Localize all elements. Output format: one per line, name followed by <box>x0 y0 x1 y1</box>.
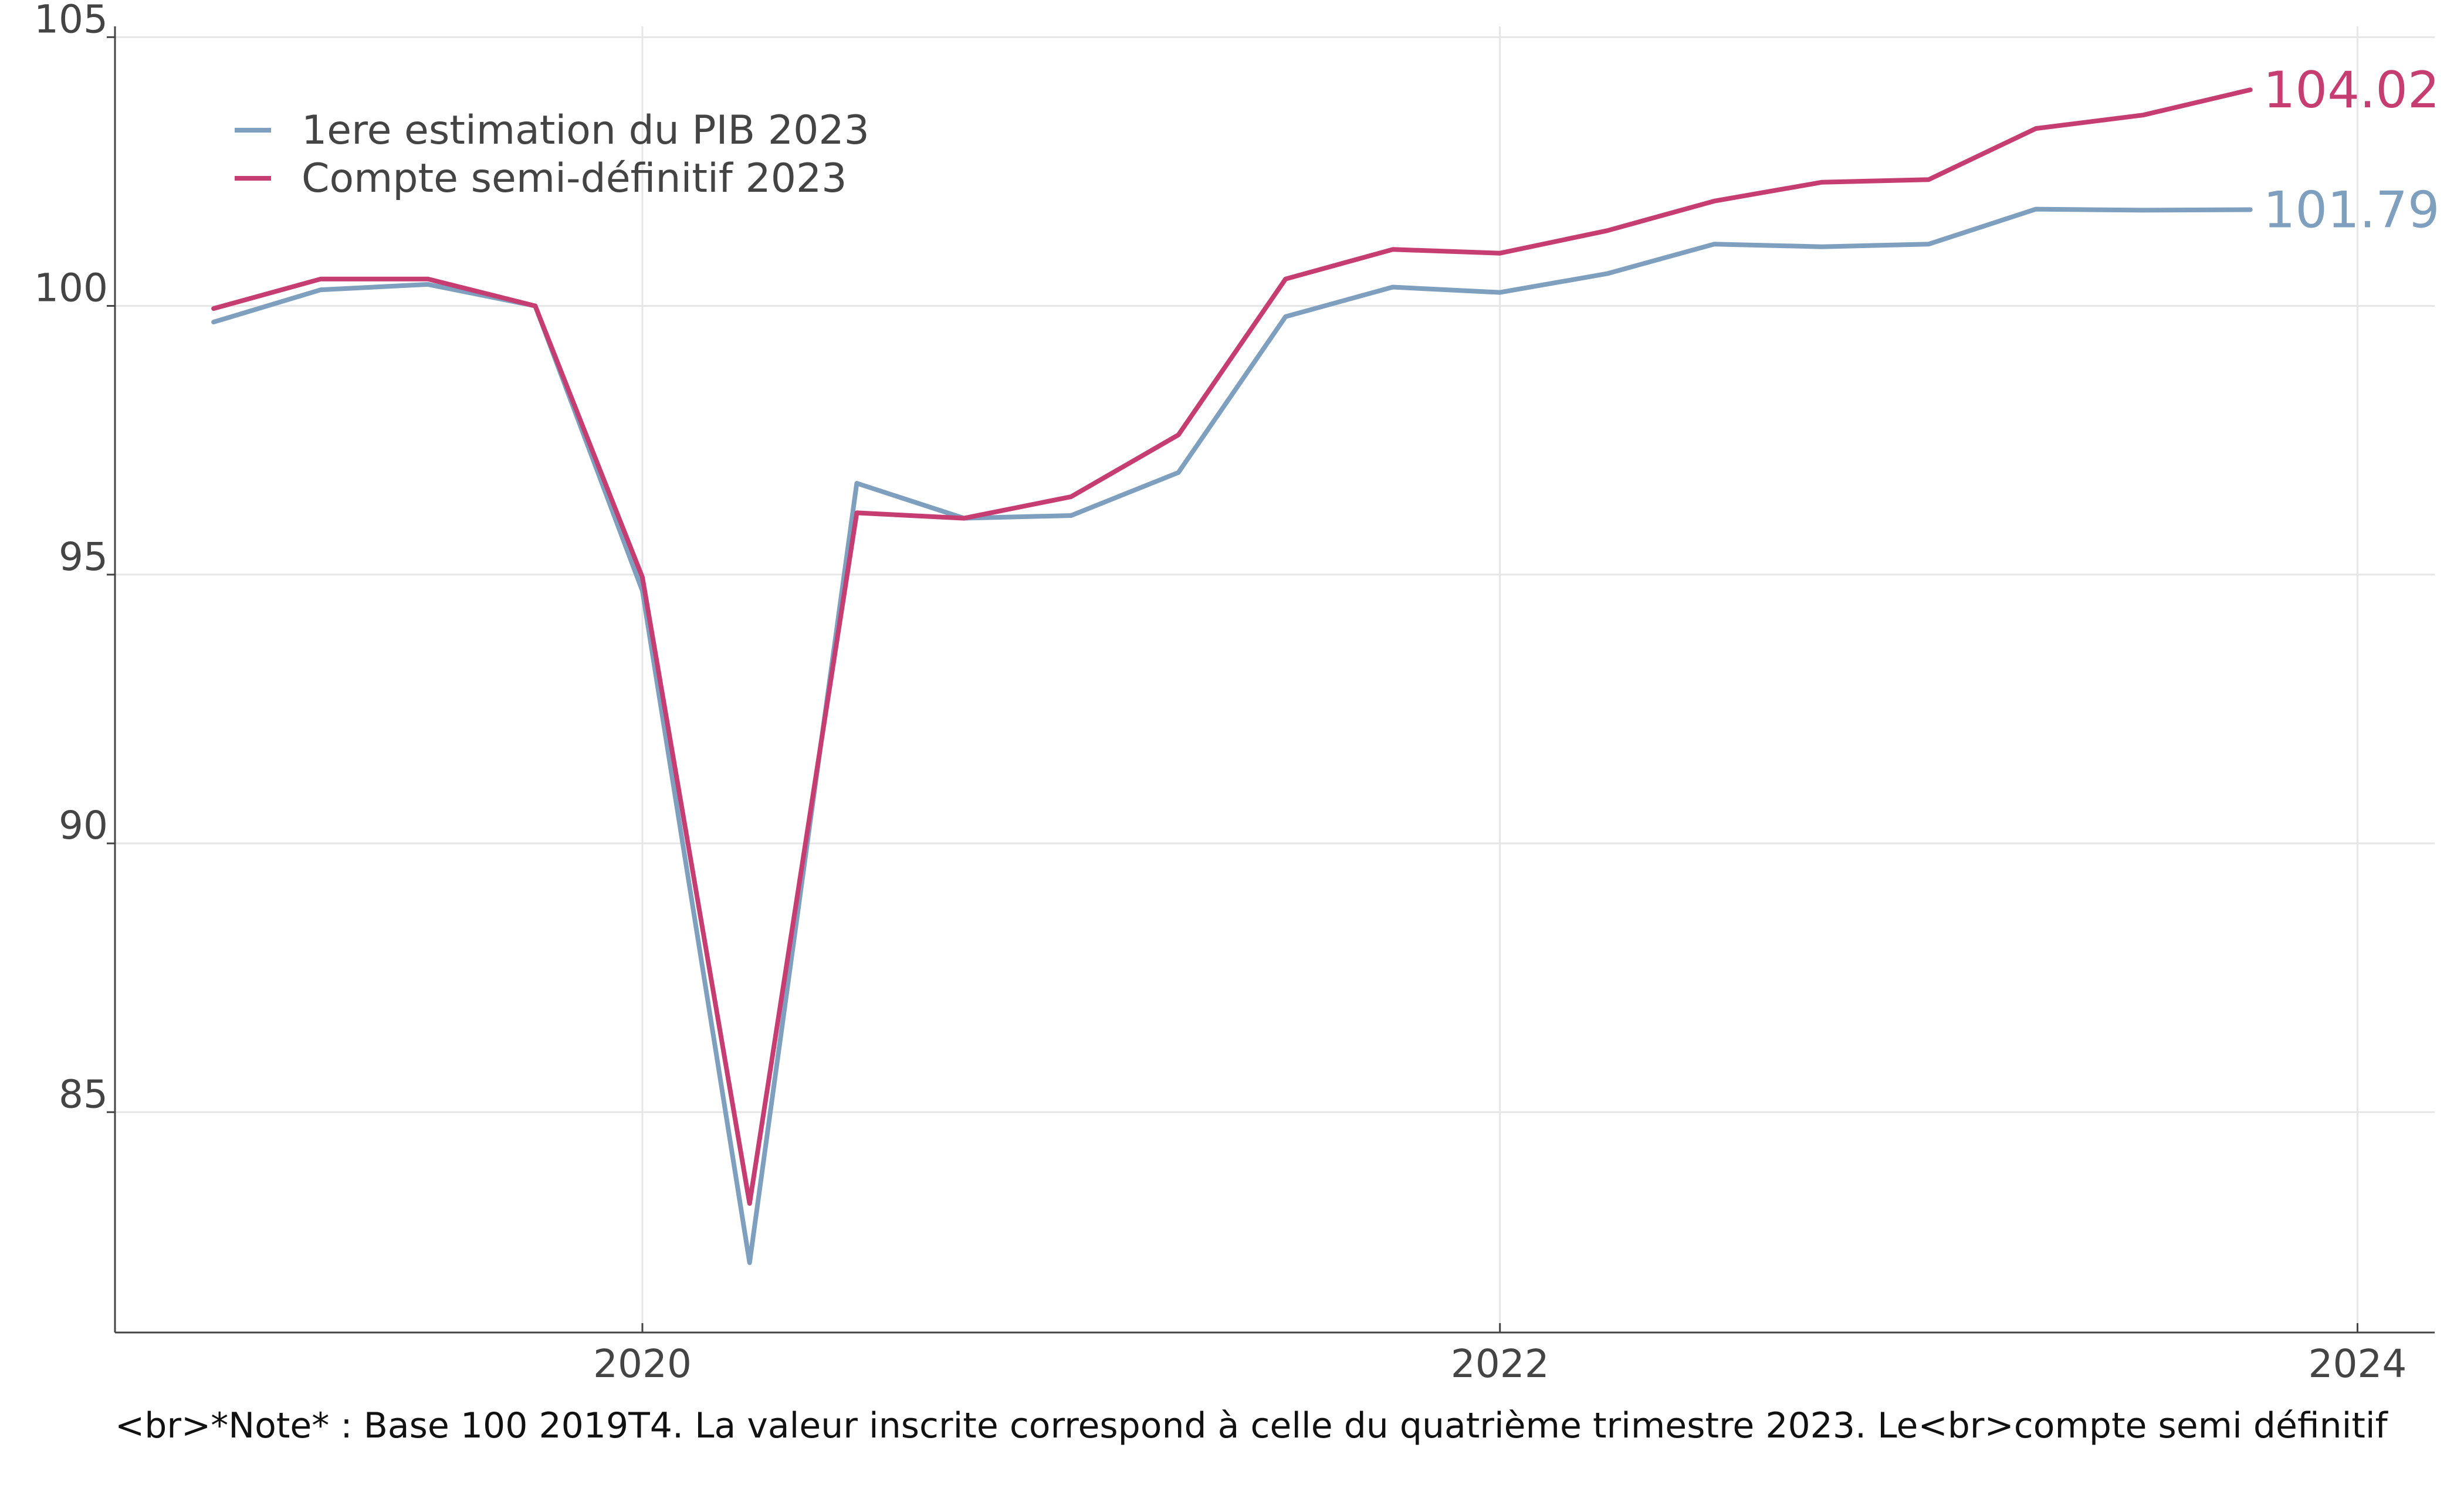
y-tick-label: 95 <box>59 534 108 579</box>
x-tick-label: 2022 <box>1451 1341 1549 1386</box>
y-tick-label: 105 <box>34 0 108 42</box>
x-axis-ticks: 2020 2022 2024 <box>593 1323 2407 1386</box>
grid-lines <box>115 26 2435 1333</box>
end-labels: 101.79 104.02 <box>2263 61 2440 239</box>
footnote: <br>*Note* : Base 100 2019T4. La valeur … <box>115 1405 2388 1446</box>
y-axis-ticks: 85 90 95 100 105 <box>34 0 115 1117</box>
y-tick-label: 100 <box>34 266 108 311</box>
x-tick-label: 2020 <box>593 1341 692 1386</box>
end-label-1: 104.02 <box>2263 61 2440 120</box>
legend-label-0: 1ere estimation du PIB 2023 <box>302 107 869 154</box>
legend-label-1: Compte semi-définitif 2023 <box>302 155 847 202</box>
series-line-0 <box>211 206 2253 1265</box>
series-lines <box>211 87 2253 1265</box>
x-tick-label: 2024 <box>2308 1341 2407 1386</box>
y-tick-label: 90 <box>59 803 108 848</box>
series-line-1 <box>211 87 2253 1206</box>
axes <box>114 26 2435 1334</box>
y-tick-label: 85 <box>59 1072 108 1117</box>
end-label-0: 101.79 <box>2263 181 2440 240</box>
